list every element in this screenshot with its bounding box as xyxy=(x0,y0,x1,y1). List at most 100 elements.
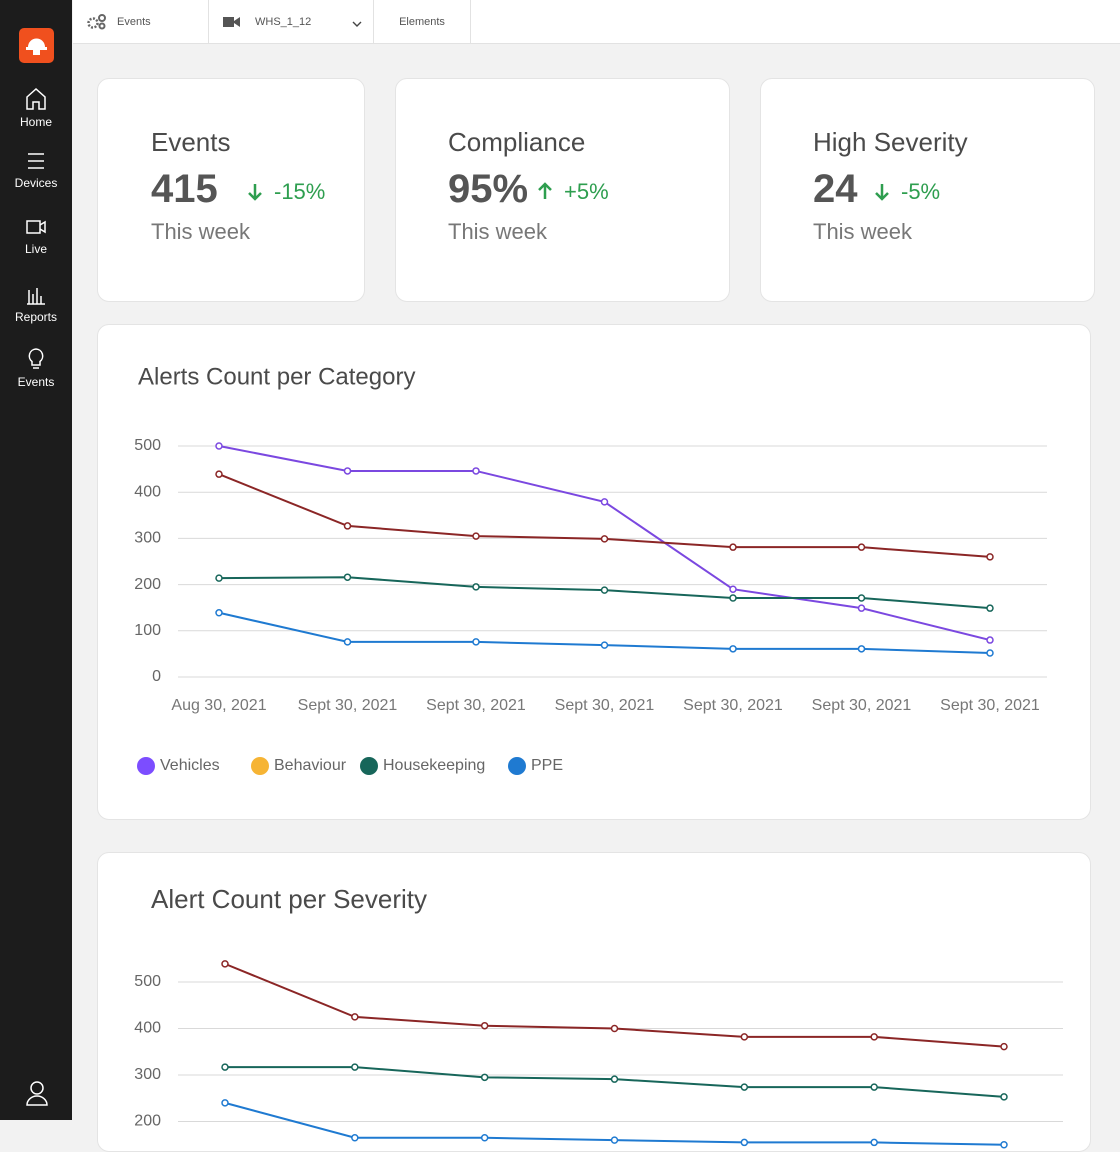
nav-events[interactable]: Events xyxy=(0,347,72,389)
logo[interactable] xyxy=(19,28,54,63)
tab-camera[interactable]: WHS_1_12 xyxy=(209,0,374,43)
data-point xyxy=(472,583,480,591)
data-point xyxy=(610,1024,619,1033)
kpi-card: Compliance 95% +5% This week xyxy=(395,78,730,302)
y-tick-label: 400 xyxy=(134,1020,161,1037)
sidebar: Home Devices Live Reports Events xyxy=(0,0,72,1120)
chart: Alerts Count per Category 0 100 200 300 400 50… xyxy=(134,363,1047,775)
legend-swatch xyxy=(360,757,378,775)
reports-icon xyxy=(27,288,45,305)
data-point xyxy=(986,604,994,612)
data-point xyxy=(472,467,480,475)
nav-label: Events xyxy=(17,375,55,389)
nav-reports[interactable]: Reports xyxy=(0,284,72,324)
data-point xyxy=(986,553,994,561)
devices-icon xyxy=(28,153,44,169)
events-icon xyxy=(28,348,44,369)
data-point xyxy=(1000,1042,1008,1051)
kpi-value: 95% xyxy=(448,167,529,211)
x-tick-label: Sept 30, 2021 xyxy=(940,697,1040,714)
y-tick-label: 200 xyxy=(134,576,161,593)
kpi-period: This week xyxy=(448,219,548,244)
data-point xyxy=(740,1083,749,1091)
logo-icon xyxy=(26,38,47,55)
y-tick-label: 0 xyxy=(152,668,161,685)
data-point xyxy=(215,470,223,478)
tab-elements[interactable]: Elements xyxy=(374,0,471,43)
tab-events[interactable]: Events xyxy=(73,0,209,43)
data-point xyxy=(215,574,223,582)
data-point xyxy=(610,1136,619,1144)
nav-home[interactable]: Home xyxy=(0,87,72,129)
data-point xyxy=(870,1033,878,1041)
data-point xyxy=(857,543,866,551)
data-point xyxy=(351,1134,359,1142)
x-tick-label: Sept 30, 2021 xyxy=(298,697,398,714)
kpi-card: Events 415 -15% This week xyxy=(97,78,365,302)
data-point xyxy=(870,1138,878,1147)
data-point xyxy=(480,1134,489,1142)
data-point xyxy=(343,522,352,530)
data-point xyxy=(986,636,994,644)
nav-live[interactable]: Live xyxy=(0,216,72,256)
data-point xyxy=(221,1099,229,1107)
x-tick-label: Sept 30, 2021 xyxy=(812,697,912,714)
x-tick-label: Sept 30, 2021 xyxy=(555,697,655,714)
legend-swatch xyxy=(137,757,155,775)
chart-title: Alert Count per Severity xyxy=(151,884,427,914)
series-line xyxy=(224,962,1005,1048)
kpi-period: This week xyxy=(813,219,913,244)
gear-icon xyxy=(87,13,106,29)
y-tick-label: 300 xyxy=(134,530,161,547)
chart-card: Alerts Count per Category 0 100 200 300 400 50… xyxy=(97,324,1091,820)
data-point xyxy=(1000,1093,1008,1101)
legend-label: PPE xyxy=(531,757,563,774)
data-point xyxy=(740,1138,749,1147)
data-point xyxy=(729,645,737,653)
data-point xyxy=(221,1063,229,1071)
data-point xyxy=(343,467,352,475)
legend-swatch xyxy=(508,757,526,775)
tab-label: Elements xyxy=(399,15,445,28)
data-point xyxy=(600,586,609,594)
data-point xyxy=(857,604,866,612)
user-icon[interactable] xyxy=(25,1080,49,1106)
legend-label: Housekeeping xyxy=(383,757,485,774)
legend-swatch xyxy=(251,757,269,775)
kpi-value: 415 xyxy=(151,167,218,211)
y-tick-label: 500 xyxy=(134,437,161,454)
kpi-title: Compliance xyxy=(448,127,586,157)
data-point xyxy=(729,594,737,602)
chevron-icon xyxy=(352,21,362,27)
data-point xyxy=(351,1013,359,1021)
data-point xyxy=(857,594,866,602)
live-icon xyxy=(26,220,46,234)
x-tick-label: Aug 30, 2021 xyxy=(171,697,266,714)
y-tick-label: 100 xyxy=(134,622,161,639)
nav-devices[interactable]: Devices xyxy=(0,150,72,190)
y-tick-label: 500 xyxy=(134,973,161,990)
chart: Alert Count per Severity 200 300 400 500 xyxy=(134,884,1063,1149)
nav-label: Reports xyxy=(14,310,58,324)
data-point xyxy=(600,535,609,543)
nav-label: Devices xyxy=(14,176,58,190)
y-tick-label: 400 xyxy=(134,483,161,500)
data-point xyxy=(343,638,352,646)
top-bar: Events WHS_1_12 Elements xyxy=(73,0,1120,44)
kpi-change: -15% xyxy=(274,179,326,204)
nav-label: Live xyxy=(24,242,47,256)
data-point xyxy=(729,543,737,551)
data-point xyxy=(351,1063,359,1071)
tab-label: Events xyxy=(117,15,151,28)
data-point xyxy=(472,532,480,540)
kpi-change: -5% xyxy=(901,179,941,204)
data-point xyxy=(472,638,480,646)
kpi-card: High Severity 24 -5% This week xyxy=(760,78,1095,302)
data-point xyxy=(215,609,223,617)
kpi-value: 24 xyxy=(813,167,858,211)
data-point xyxy=(480,1073,489,1082)
data-point xyxy=(1000,1141,1008,1149)
x-tick-label: Sept 30, 2021 xyxy=(683,697,783,714)
nav-label: Home xyxy=(19,115,52,129)
data-point xyxy=(870,1083,878,1091)
